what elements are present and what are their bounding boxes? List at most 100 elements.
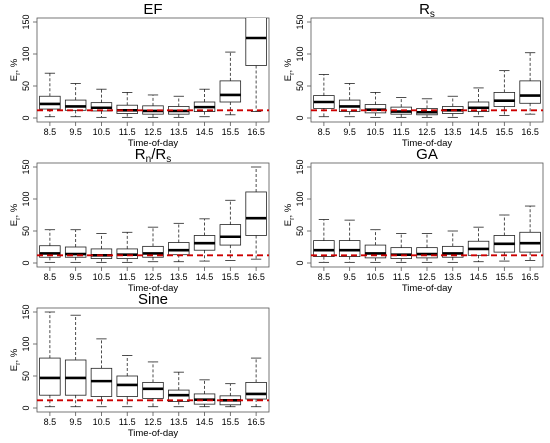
y-tick-label: 150 <box>21 14 31 29</box>
x-tick-label: 8.5 <box>44 272 57 282</box>
y-tick-label: 100 <box>295 46 305 61</box>
y-tick-label: 150 <box>21 159 31 174</box>
box-iqr <box>245 191 267 236</box>
x-tick-label: 13.5 <box>170 417 188 427</box>
y-tick-label: 100 <box>295 191 305 206</box>
box-11.5 <box>390 233 412 263</box>
box-iqr <box>168 242 190 256</box>
y-tick-label: 50 <box>21 371 31 381</box>
y-tick-label: 0 <box>295 115 305 120</box>
x-tick-label: 15.5 <box>222 417 240 427</box>
box-8.5 <box>39 311 61 408</box>
box-9.5 <box>338 83 361 118</box>
x-tick-label: 8.5 <box>44 127 57 137</box>
box-13.5 <box>168 371 190 408</box>
box-12.5 <box>142 226 164 263</box>
x-tick-label: 9.5 <box>69 272 82 282</box>
box-iqr <box>245 381 267 400</box>
box-iqr <box>142 245 164 258</box>
box-iqr <box>219 80 242 103</box>
box-14.5 <box>467 87 490 118</box>
box-11.5 <box>390 97 412 118</box>
x-tick-label: 8.5 <box>318 127 331 137</box>
box-15.5 <box>219 51 242 116</box>
x-tick-label: 12.5 <box>418 272 436 282</box>
box-iqr <box>219 224 242 246</box>
y-tick-label: 0 <box>21 260 31 265</box>
x-tick-label: 16.5 <box>521 127 539 137</box>
x-tick-label: 10.5 <box>367 272 385 282</box>
chart-title: EF <box>143 1 162 18</box>
chart-title: Sine <box>138 291 168 308</box>
y-tick-label: 50 <box>295 81 305 91</box>
box-15.5 <box>219 199 242 261</box>
x-tick-label: 12.5 <box>418 127 436 137</box>
x-tick-label: 11.5 <box>393 127 410 137</box>
x-tick-label: 15.5 <box>496 127 514 137</box>
y-tick-label: 150 <box>295 14 305 29</box>
box-10.5 <box>90 88 113 118</box>
box-13.5 <box>168 95 190 118</box>
x-tick-label: 11.5 <box>393 272 410 282</box>
x-tick-label: 10.5 <box>93 127 111 137</box>
x-tick-label: 13.5 <box>170 127 188 137</box>
box-iqr <box>245 18 267 66</box>
box-10.5 <box>90 338 113 408</box>
x-tick-label: 9.5 <box>69 417 82 427</box>
y-tick-label: 150 <box>21 304 31 319</box>
box-9.5 <box>64 229 87 263</box>
y-tick-label: 0 <box>21 115 31 120</box>
box-11.5 <box>116 355 138 408</box>
box-16.5 <box>245 166 267 260</box>
x-tick-label: 11.5 <box>119 417 136 427</box>
y-axis-label: Er, % <box>283 203 296 226</box>
x-tick-label: 15.5 <box>222 272 240 282</box>
chart-panel-2: Rs 0 50 100 150 Er, % 8.5 9.5 10.5 11.5 12.5 13.5 14… <box>283 1 544 149</box>
y-tick-label: 100 <box>21 191 31 206</box>
box-iqr <box>142 381 164 399</box>
box-16.5 <box>519 52 541 115</box>
box-iqr <box>64 246 87 258</box>
x-tick-label: 12.5 <box>144 272 162 282</box>
chart-title: GA <box>416 146 438 163</box>
box-10.5 <box>90 233 113 263</box>
x-tick-label: 14.5 <box>470 272 488 282</box>
box-14.5 <box>193 379 216 408</box>
y-axis-label: Er, % <box>9 203 22 226</box>
box-12.5 <box>142 94 164 118</box>
box-9.5 <box>64 314 87 408</box>
y-axis-label: Er, % <box>9 348 22 371</box>
x-tick-label: 10.5 <box>93 417 111 427</box>
box-iqr <box>519 80 541 104</box>
box-11.5 <box>116 231 138 263</box>
y-tick-label: 100 <box>21 46 31 61</box>
box-iqr <box>390 247 412 259</box>
y-tick-label: 0 <box>21 405 31 410</box>
box-10.5 <box>364 92 387 118</box>
y-tick-label: 150 <box>295 159 305 174</box>
x-tick-label: 13.5 <box>444 272 462 282</box>
box-iqr <box>39 245 61 258</box>
box-13.5 <box>168 222 190 263</box>
x-tick-label: 11.5 <box>119 127 136 137</box>
box-16.5 <box>519 205 541 261</box>
x-tick-label: 16.5 <box>521 272 539 282</box>
x-tick-label: 15.5 <box>222 127 240 137</box>
x-axis-label: Time-of-day <box>128 428 179 439</box>
x-tick-label: 13.5 <box>170 272 188 282</box>
y-tick-label: 50 <box>295 226 305 236</box>
x-tick-label: 16.5 <box>247 272 265 282</box>
box-series <box>39 166 267 263</box>
box-14.5 <box>467 226 490 263</box>
box-15.5 <box>219 383 242 408</box>
box-8.5 <box>39 229 61 263</box>
x-tick-label: 9.5 <box>69 127 82 137</box>
box-12.5 <box>142 361 164 408</box>
box-16.5 <box>245 18 267 112</box>
box-series <box>39 311 267 408</box>
box-11.5 <box>116 92 138 118</box>
y-axis-label: Er, % <box>283 58 296 81</box>
box-9.5 <box>338 219 361 263</box>
box-12.5 <box>416 233 438 263</box>
